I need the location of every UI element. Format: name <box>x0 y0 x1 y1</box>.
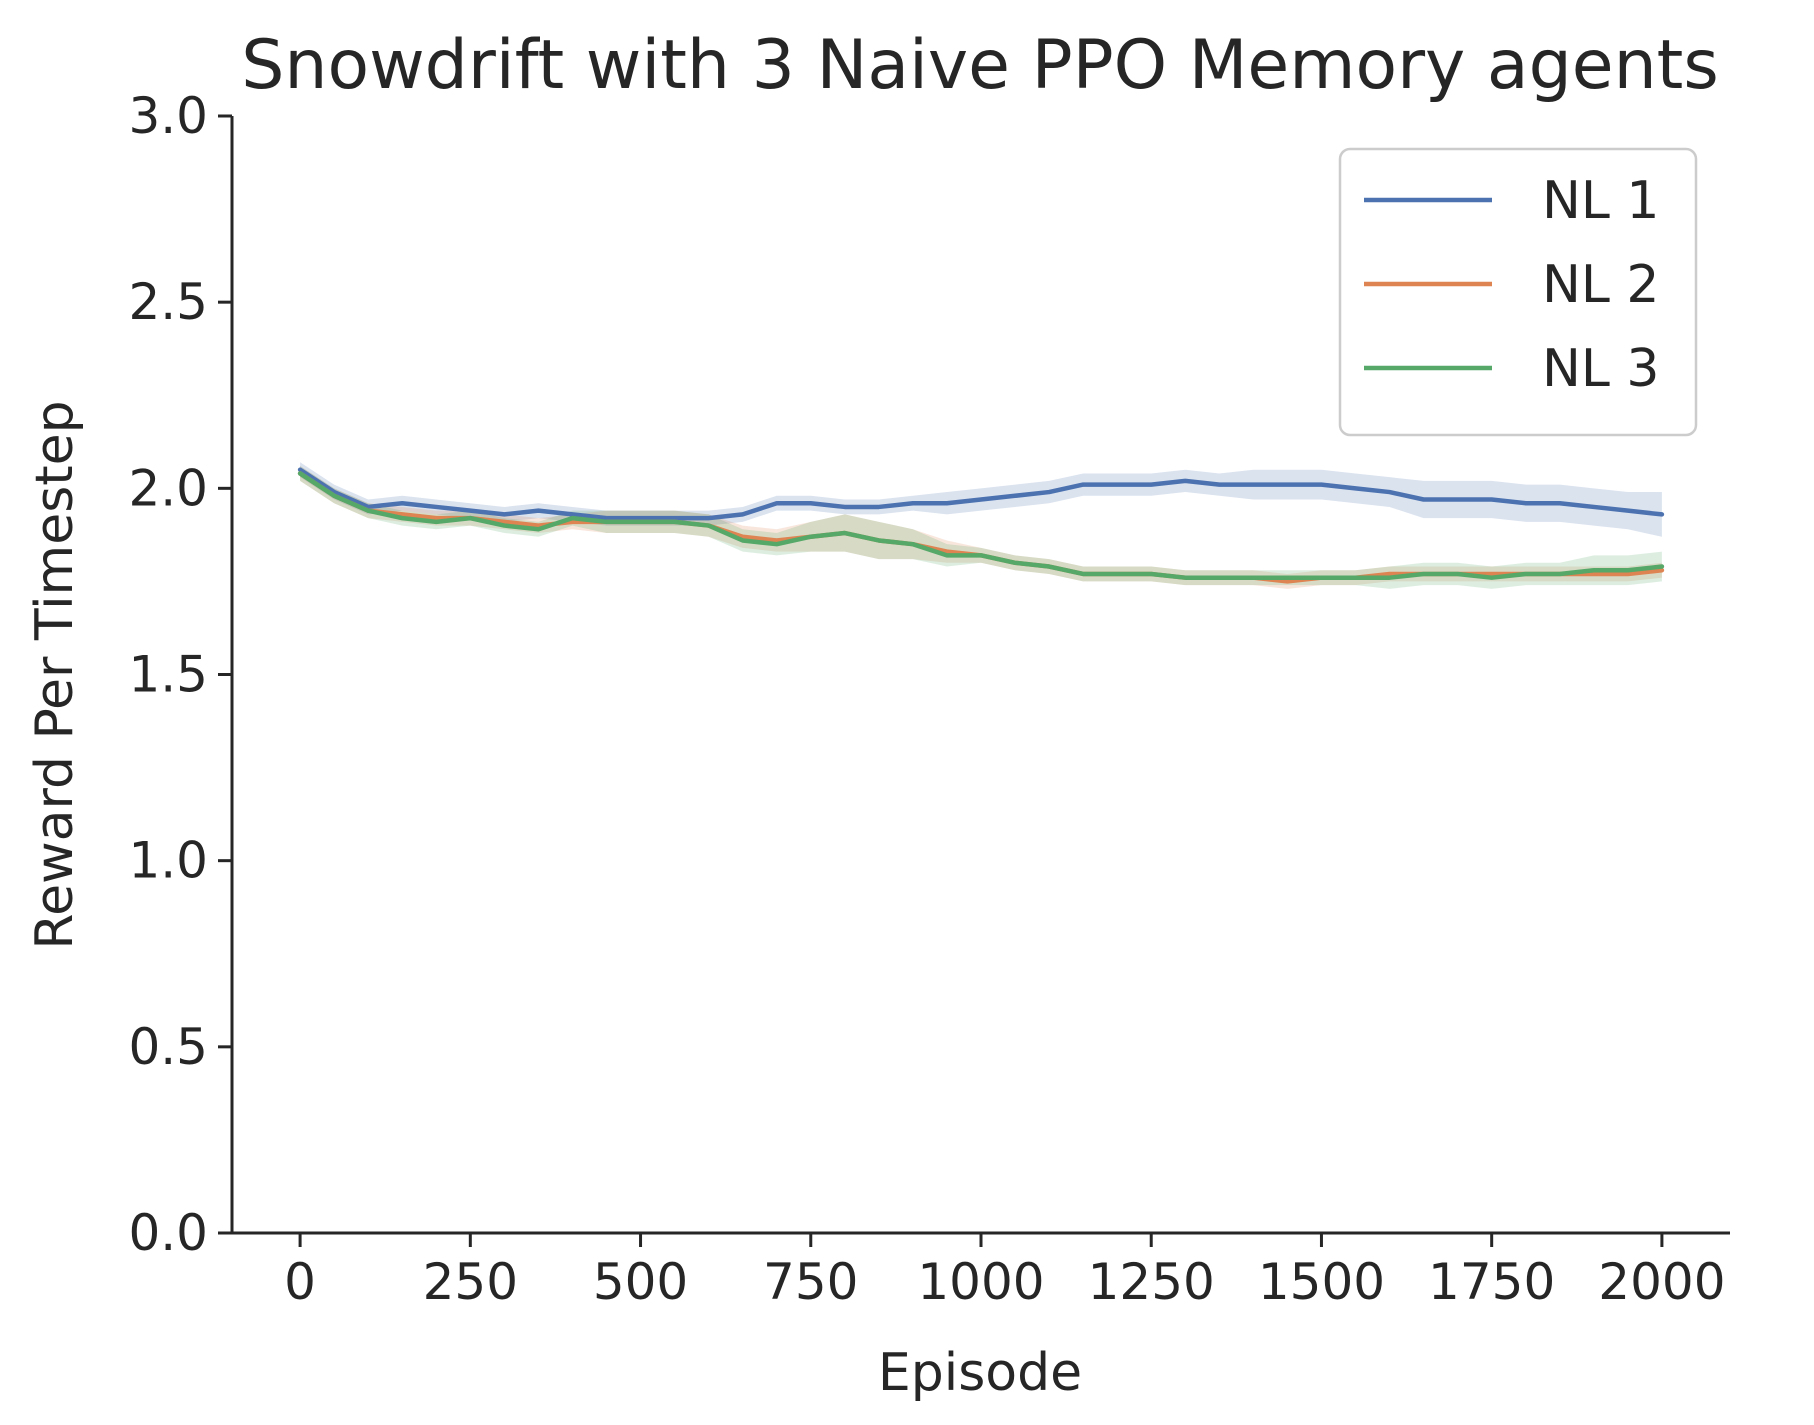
series-line-1 <box>297 467 1665 521</box>
series-lines <box>297 467 1665 584</box>
series-band-2 <box>300 465 1662 589</box>
x-ticks: 0 250 500 750 1000 1250 1500 1750 2000 <box>284 1233 1726 1311</box>
x-tick-label: 750 <box>763 1253 858 1311</box>
legend-frame <box>1338 147 1698 437</box>
x-tick-label: 0 <box>284 1253 316 1311</box>
x-tick-label: 1250 <box>1088 1253 1215 1311</box>
x-tick-label: 1500 <box>1258 1253 1385 1311</box>
y-tick-label: 1.0 <box>128 832 208 890</box>
y-tick-label: 2.5 <box>128 273 208 331</box>
legend-label-3: NL 3 <box>1542 339 1659 399</box>
legend-label-1: NL 1 <box>1542 171 1659 231</box>
x-tick-label: 500 <box>593 1253 688 1311</box>
legend: NL 1 NL 2 NL 3 <box>1338 147 1698 437</box>
legend-label-2: NL 2 <box>1542 255 1659 315</box>
y-ticks: 0.0 0.5 1.0 1.5 2.0 2.5 3.0 <box>128 87 232 1262</box>
y-tick-label: 1.5 <box>128 646 208 704</box>
y-tick-label: 0.0 <box>128 1204 208 1262</box>
x-tick-label: 250 <box>423 1253 518 1311</box>
x-tick-label: 1000 <box>917 1253 1044 1311</box>
series-line-3 <box>297 471 1665 580</box>
y-tick-label: 3.0 <box>128 87 208 145</box>
x-axis-label: Episode <box>878 1343 1082 1403</box>
chart-title: Snowdrift with 3 Naive PPO Memory agents <box>241 26 1719 105</box>
y-tick-label: 0.5 <box>128 1018 208 1076</box>
y-axis-label: Reward Per Timestep <box>25 400 85 949</box>
x-tick-label: 2000 <box>1598 1253 1725 1311</box>
y-tick-label: 2.0 <box>128 459 208 517</box>
series-band-3 <box>300 465 1662 589</box>
x-tick-label: 1750 <box>1428 1253 1555 1311</box>
